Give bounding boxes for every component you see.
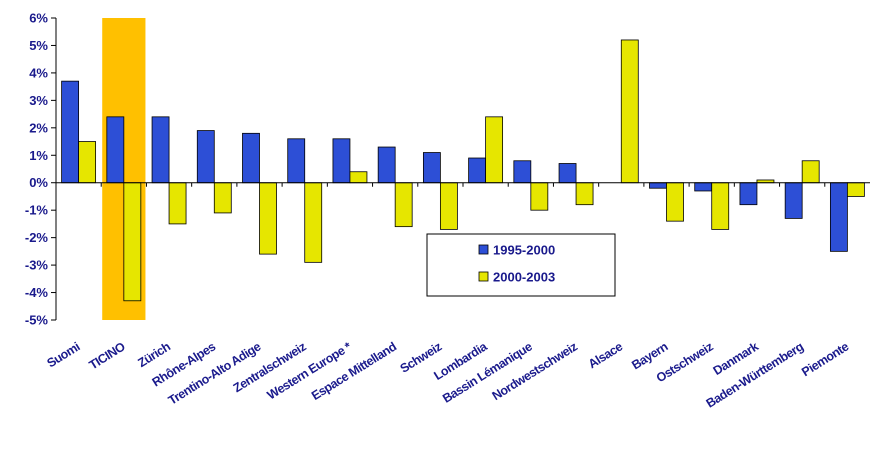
bar-series-1 [151,116,170,184]
bar-series-2 [394,182,413,228]
bar-series-1 [558,163,577,184]
legend-swatch [478,271,489,282]
y-tick-label: 6% [29,11,48,26]
bar-series-1 [784,182,803,219]
y-tick-label: -4% [25,285,49,300]
bar-series-2 [439,182,458,230]
bar-series-1 [649,182,667,189]
category-label: Alsace [586,339,626,371]
bar-series-1 [377,146,396,184]
bar-series-2 [349,171,368,184]
bar-series-2 [168,182,187,225]
category-label: TICINO [87,339,128,372]
y-tick-label: 2% [29,120,48,135]
legend: 1995-2000 2000-2003 [426,233,616,297]
y-tick-label: 1% [29,148,48,163]
bar-series-2 [666,182,684,222]
legend-box [426,233,616,297]
y-tick-label: 0% [29,175,48,190]
bar-series-2 [304,182,323,263]
category-label: Suomi [45,340,83,371]
y-tick-label: -2% [25,230,49,245]
category-label: Espace Mittelland [309,340,399,403]
bar-series-2 [530,182,549,211]
y-tick-label: 4% [29,65,48,80]
category-label: Nordwestschweiz [490,340,580,404]
category-label: Zürich [135,340,172,371]
bar-series-2 [78,141,97,184]
bar-series-1 [332,138,351,184]
gridlines [51,17,826,321]
y-tick-label: -3% [25,258,49,273]
y-tick-label: 3% [29,93,48,108]
y-tick-label: -5% [25,313,49,328]
bar-series-1 [61,80,80,184]
legend-swatch [478,244,489,255]
bar-series-2 [259,182,277,255]
legend-label: 2000-2003 [493,270,555,285]
category-label: Piemonte [799,339,851,379]
x-tick-labels: Suomi TICINO ZürichRhône-AlpesTrentino-Alt… [45,339,852,411]
y-tick-label: 5% [29,38,48,53]
bar-series-1 [242,132,260,184]
y-tick-label: -1% [25,203,49,218]
bar-series-2 [123,182,142,302]
bar-series-2 [575,182,594,206]
bar-series-1 [694,182,713,192]
bar-series-2 [846,182,865,197]
bar-series-1 [513,160,532,184]
bar-series-2 [485,116,504,184]
bar-series-2 [213,182,232,214]
legend-label: 1995-2000 [493,243,555,258]
bar-series-1 [196,130,215,184]
bar-series-1 [739,182,758,206]
bar-series-1 [468,157,487,184]
bar-series-2 [711,182,730,230]
bar-series-2 [620,39,639,184]
bar-series-1 [106,116,125,184]
bar-series-1 [287,138,306,184]
bar-series-2 [801,160,820,184]
bar-series-1 [829,182,848,252]
y-tick-labels: 6% 5% 4% 3% 2% 1% 0% -1% -2% -3% -4% -5% [25,11,49,328]
bar-series-1 [422,152,441,184]
